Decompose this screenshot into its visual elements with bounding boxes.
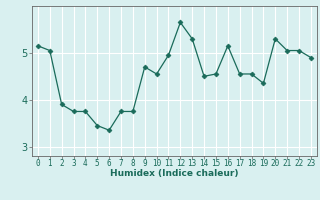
X-axis label: Humidex (Indice chaleur): Humidex (Indice chaleur) xyxy=(110,169,239,178)
